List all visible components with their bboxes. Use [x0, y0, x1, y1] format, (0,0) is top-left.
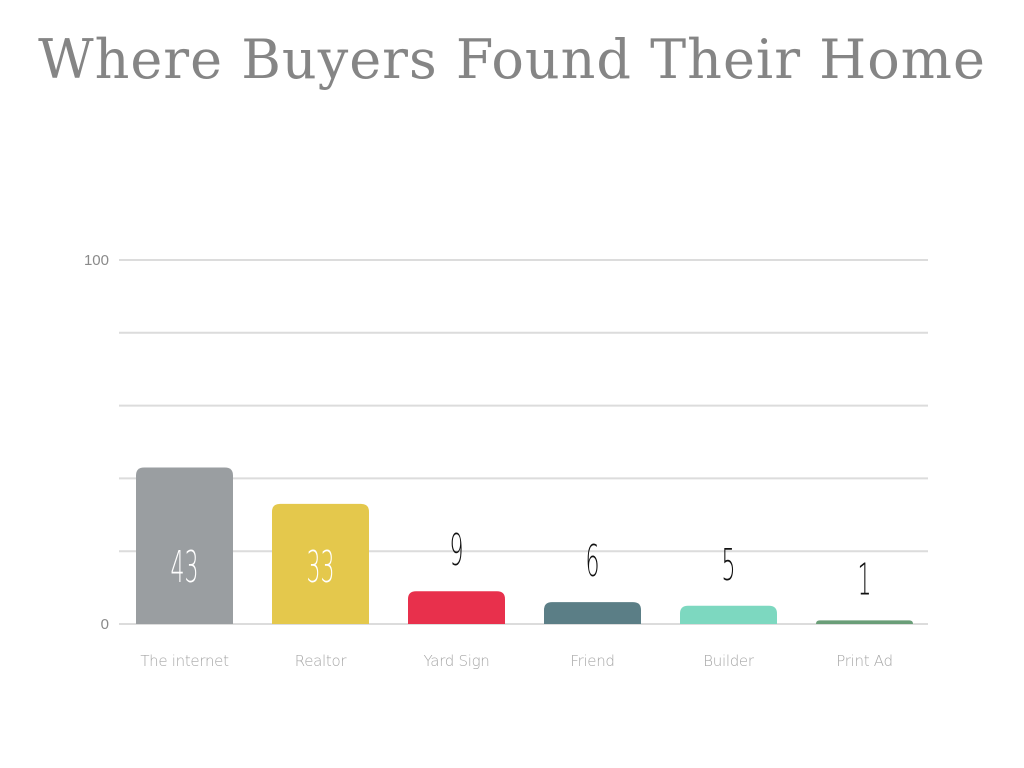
x-tick-label: The internet: [140, 652, 229, 670]
y-tick-label: 0: [101, 616, 109, 633]
x-tick-label: Builder: [703, 652, 755, 670]
x-tick-label: Friend: [570, 652, 614, 670]
data-label: 5: [722, 541, 736, 592]
data-label: 33: [307, 543, 335, 594]
bar: [544, 602, 641, 624]
bar: [272, 503, 369, 624]
data-label: 43: [171, 543, 199, 594]
x-tick-label: Realtor: [295, 652, 348, 670]
y-tick-label: 100: [84, 252, 109, 269]
chart-title: Where Buyers Found Their Home: [38, 28, 986, 91]
bar: [136, 467, 233, 624]
x-tick-label: Yard Sign: [424, 652, 490, 670]
x-tick-label: Print Ad: [836, 652, 892, 670]
bar: [816, 620, 913, 624]
bar: [408, 591, 505, 624]
data-label: 9: [450, 526, 464, 577]
data-label: 6: [586, 537, 600, 588]
data-label: 1: [858, 555, 872, 606]
bar: [680, 605, 777, 624]
